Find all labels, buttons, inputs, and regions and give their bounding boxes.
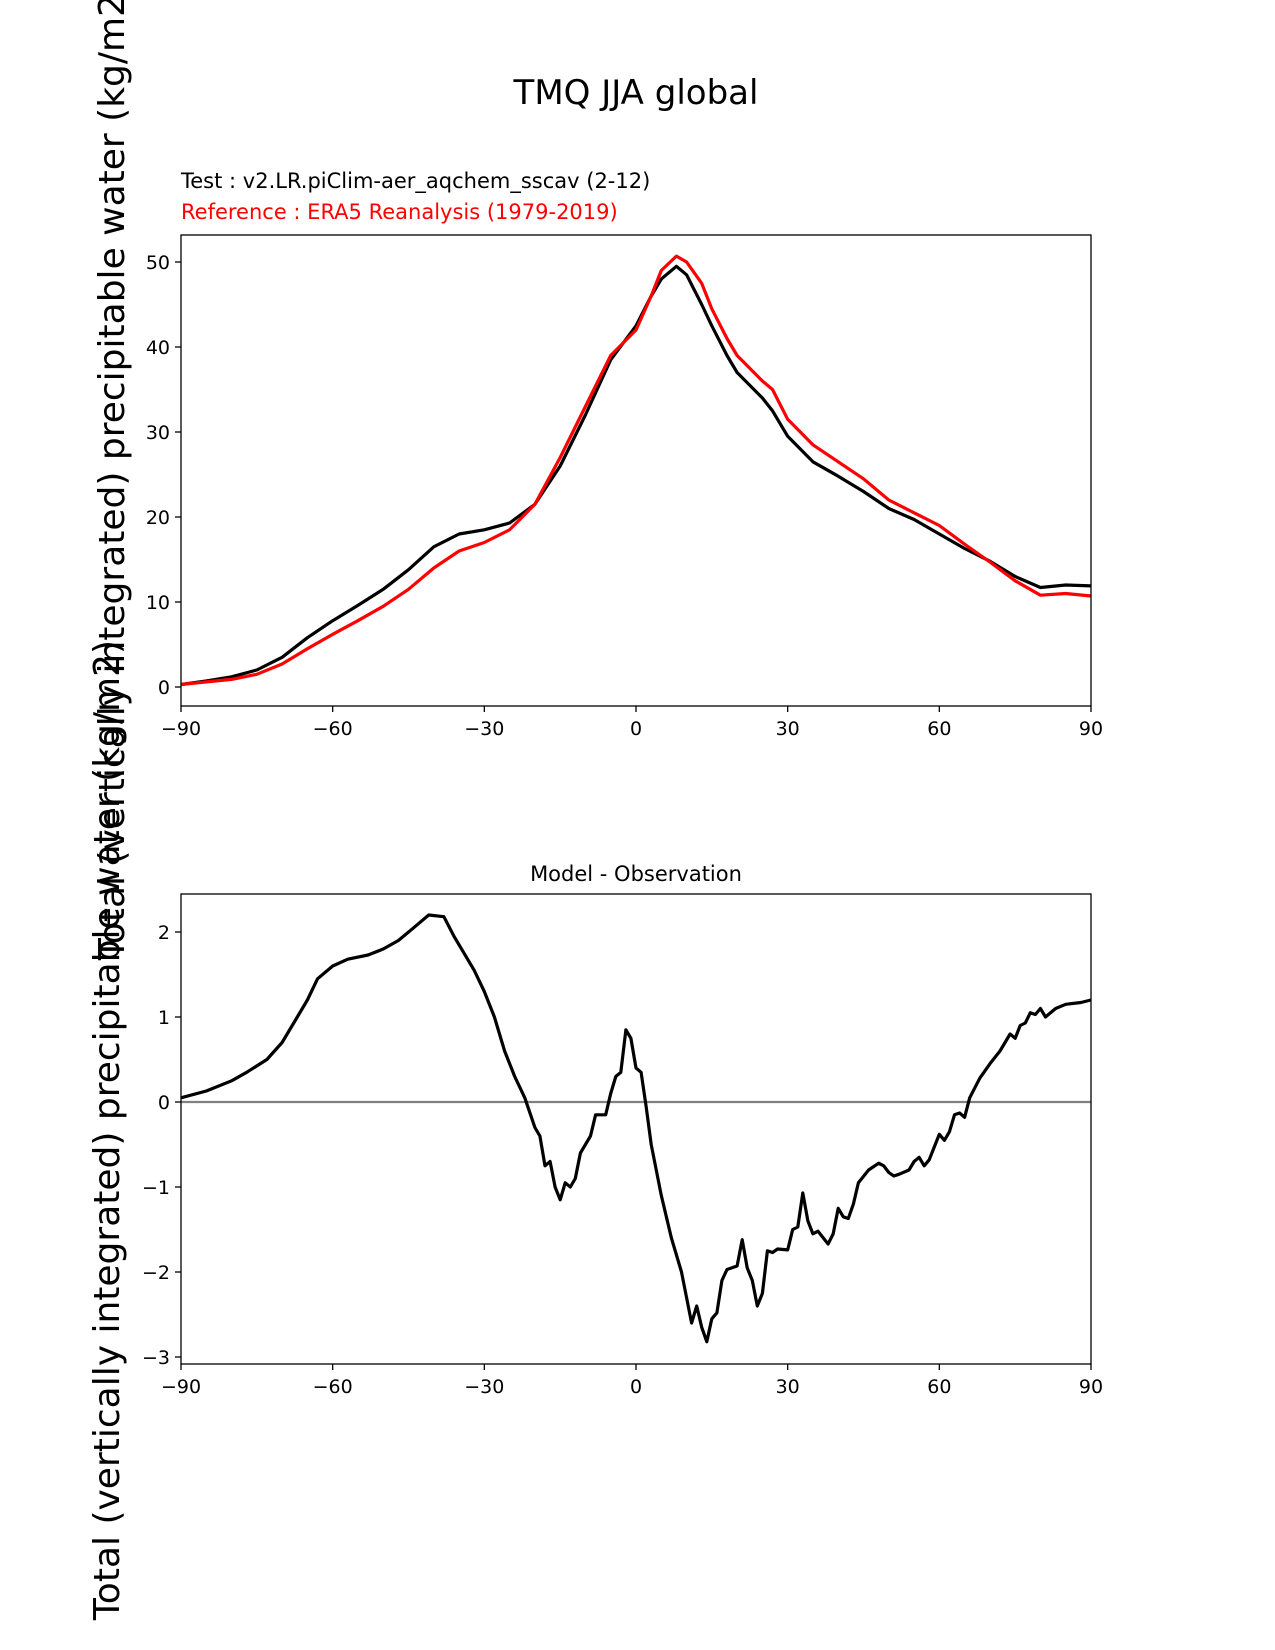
top-ylabel: Total (vertically integrated) precipitab… bbox=[92, 0, 133, 961]
x-tick-label: 0 bbox=[630, 718, 642, 740]
plot-frame bbox=[180, 234, 1092, 707]
y-tick-label: 20 bbox=[146, 507, 170, 529]
series-line-model-observation bbox=[180, 913, 1092, 1344]
x-tick-label: −90 bbox=[161, 1376, 201, 1398]
y-tick-label: 50 bbox=[146, 252, 170, 274]
y-tick-label: 10 bbox=[146, 592, 170, 614]
reference-label: Reference : ERA5 Reanalysis (1979-2019) bbox=[181, 200, 618, 224]
bottom-panel: −90 −60 −30 0 30 60 90 −3 −2 −1 0 1 2 bbox=[142, 893, 1103, 1398]
x-tick-label: 30 bbox=[776, 1376, 800, 1398]
series-line-reference bbox=[180, 254, 1092, 687]
y-tick-label: −3 bbox=[142, 1347, 170, 1369]
x-tick-label: 90 bbox=[1079, 718, 1103, 740]
plot-frame bbox=[180, 893, 1092, 1365]
x-tick-label: −60 bbox=[313, 1376, 353, 1398]
x-tick-label: −30 bbox=[464, 718, 504, 740]
x-tick-label: −30 bbox=[464, 1376, 504, 1398]
y-tick-label: −2 bbox=[142, 1262, 170, 1284]
y-tick-label: 0 bbox=[158, 677, 170, 699]
top-panel: −90 −60 −30 0 30 60 90 0 10 20 30 40 50 bbox=[146, 234, 1103, 740]
x-tick-label: 30 bbox=[776, 718, 800, 740]
x-tick-label: −90 bbox=[161, 718, 201, 740]
y-tick-label: 30 bbox=[146, 422, 170, 444]
bottom-ylabel: Total (vertically integrated) precipitab… bbox=[87, 640, 128, 1621]
y-tick-label: 0 bbox=[158, 1092, 170, 1114]
bottom-panel-title: Model - Observation bbox=[530, 862, 742, 886]
y-tick-label: 2 bbox=[158, 922, 170, 944]
y-tick-label: 1 bbox=[158, 1007, 170, 1029]
x-tick-label: 90 bbox=[1079, 1376, 1103, 1398]
figure-title: TMQ JJA global bbox=[513, 73, 759, 113]
x-tick-label: 60 bbox=[927, 718, 951, 740]
x-tick-label: 60 bbox=[927, 1376, 951, 1398]
y-tick-label: −1 bbox=[142, 1177, 170, 1199]
x-tick-label: 0 bbox=[630, 1376, 642, 1398]
test-label: Test : v2.LR.piClim-aer_aqchem_sscav (2-… bbox=[180, 169, 650, 194]
series-line-test bbox=[180, 264, 1092, 687]
y-tick-label: 40 bbox=[146, 337, 170, 359]
x-tick-label: −60 bbox=[313, 718, 353, 740]
